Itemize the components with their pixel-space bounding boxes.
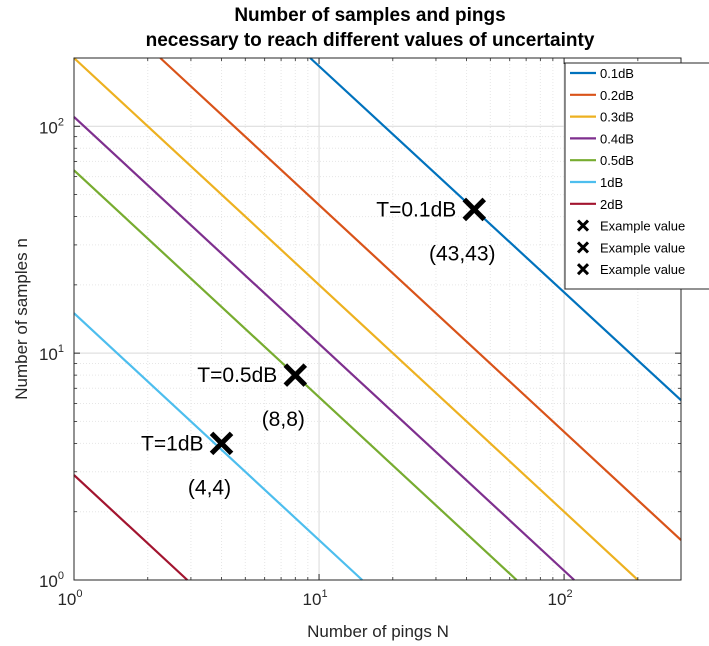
legend-marker-stroke — [576, 263, 590, 276]
legend-label: 0.4dB — [600, 131, 634, 146]
series-line-2dB — [73, 474, 189, 581]
x-tick-label: 102 — [548, 588, 573, 609]
series-lines — [73, 57, 682, 581]
coordinate-label: (8,8) — [262, 408, 305, 431]
chart-title-line-1: Number of samples and pings — [234, 5, 505, 26]
legend-label: 0.5dB — [600, 153, 634, 168]
legend-marker-stroke — [576, 241, 590, 254]
legend-label: Example value — [600, 240, 685, 255]
threshold-label: T=1dB — [141, 432, 203, 455]
y-tick-labels: 100 101 102 — [39, 116, 64, 591]
y-tick-label: 101 — [39, 343, 64, 364]
coordinate-label: (4,4) — [188, 476, 231, 499]
legend: 0.1dB 0.2dB 0.3dB 0.4dB 0.5dB 1dB 2dB Example v… — [564, 62, 709, 290]
example-value-marker — [462, 197, 487, 222]
y-axis-label: Number of samples n — [12, 238, 31, 400]
example-value-marker — [283, 363, 308, 387]
x-axis-label: Number of pings N — [307, 622, 449, 641]
series-line-0.3dB — [73, 57, 639, 581]
threshold-label: T=0.5dB — [197, 364, 277, 387]
plot-area-box — [73, 57, 682, 581]
y-tick-label: 102 — [39, 116, 64, 137]
legend-label: Example value — [600, 219, 685, 234]
series-line-0.4dB — [73, 116, 575, 581]
marker-stroke — [209, 431, 234, 456]
legend-marker-stroke — [576, 219, 590, 232]
chart-title-line-2: necessary to reach different values of u… — [146, 30, 595, 51]
series-line-0.1dB — [309, 57, 682, 402]
marker-stroke — [283, 363, 308, 387]
x-tick-labels: 100 101 102 — [57, 588, 572, 609]
example-markers: T=0.1dB (43,43) T=0.5dB (8,8) T=1dB (4,4) — [141, 197, 496, 499]
legend-label: Example value — [600, 262, 685, 277]
example-value-marker — [209, 431, 234, 456]
coordinate-label: (43,43) — [429, 242, 496, 265]
legend-label: 2dB — [600, 197, 623, 212]
legend-label: 0.2dB — [600, 88, 634, 103]
legend-label: 1dB — [600, 175, 623, 190]
legend-label: 0.3dB — [600, 110, 634, 125]
legend-label: 0.1dB — [600, 66, 634, 81]
threshold-label: T=0.1dB — [376, 198, 456, 221]
y-tick-label: 100 — [39, 570, 64, 591]
series-line-0.2dB — [159, 57, 682, 541]
x-tick-label: 100 — [57, 588, 82, 609]
marker-stroke — [462, 197, 487, 222]
x-tick-label: 101 — [303, 588, 328, 609]
